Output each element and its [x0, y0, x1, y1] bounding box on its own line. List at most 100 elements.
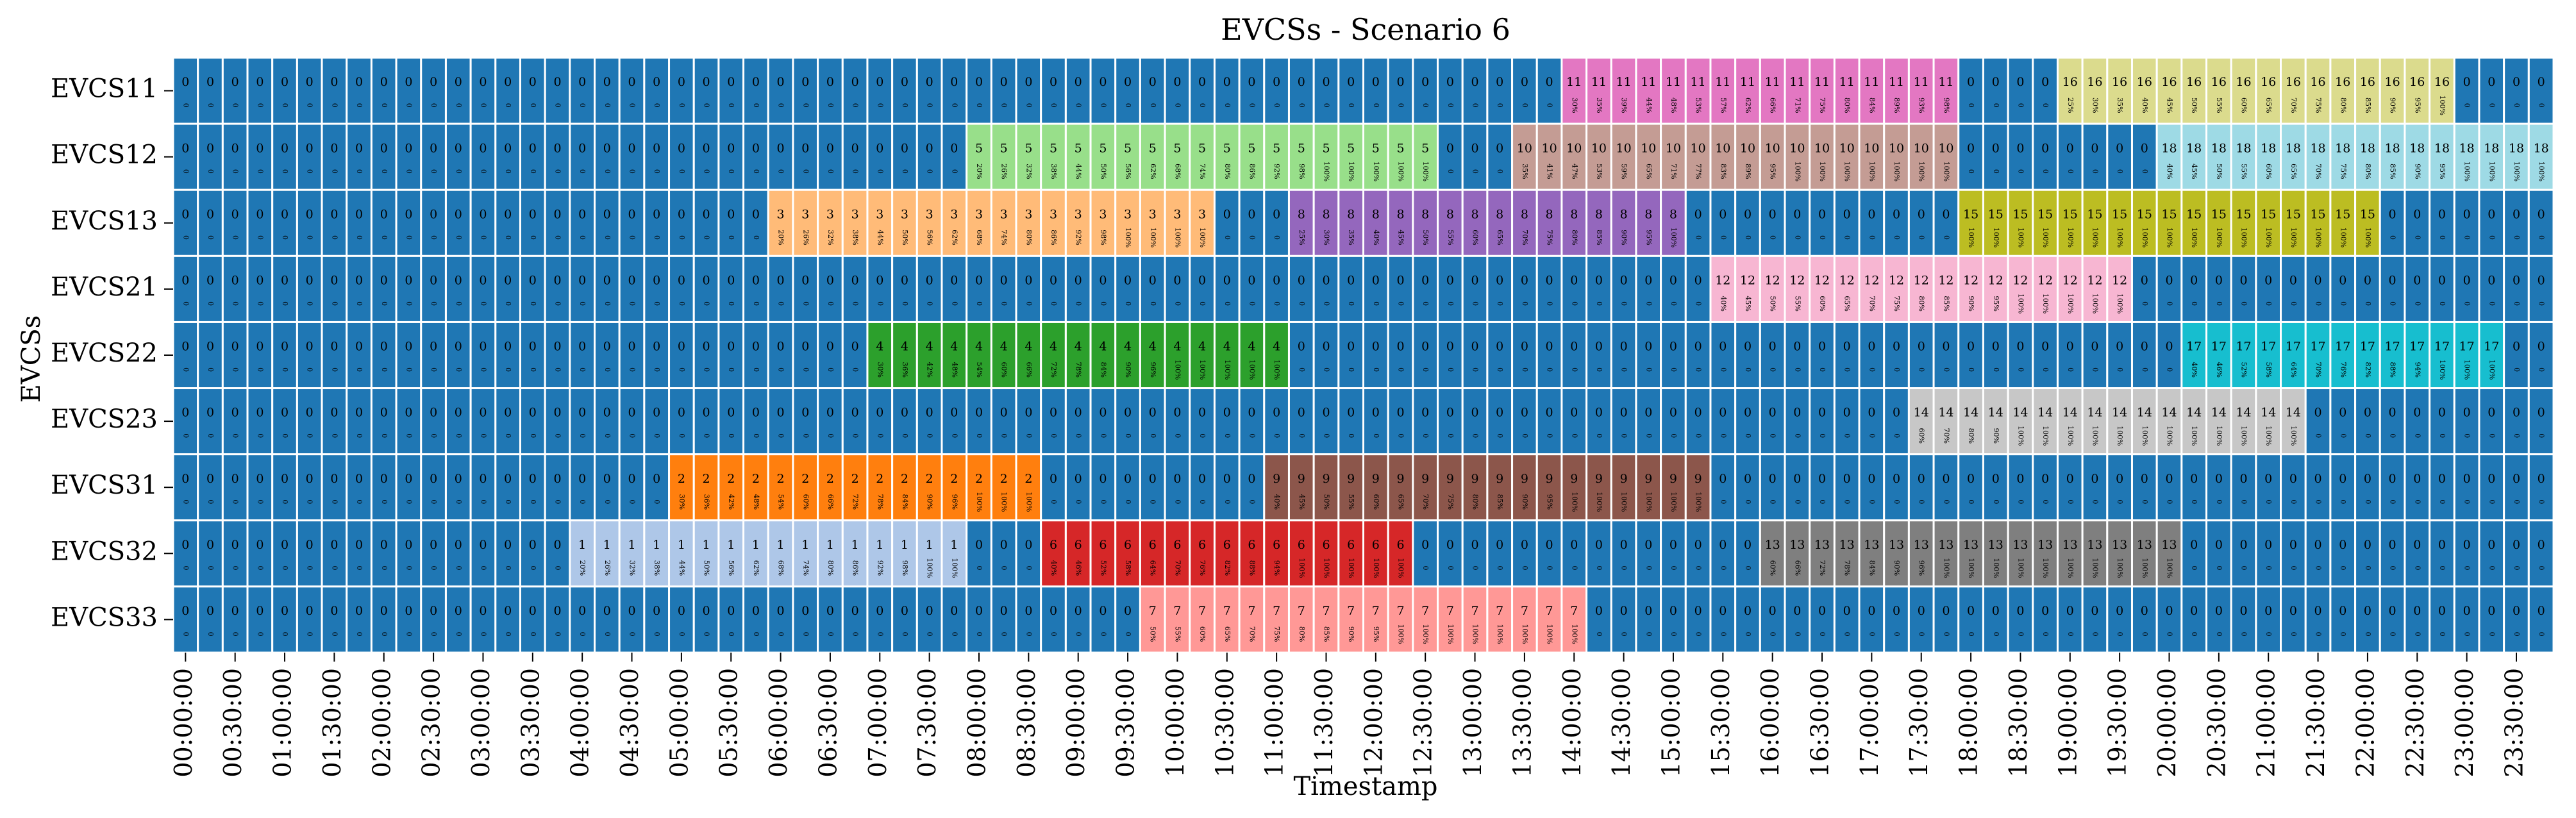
- heatmap-cell: 00: [271, 585, 298, 654]
- cell-soc-label: 0: [950, 103, 958, 108]
- cell-fill: [1610, 519, 1637, 588]
- heatmap-cell: 00: [792, 122, 819, 191]
- cell-ev-label: 0: [479, 340, 487, 354]
- cell-soc-label: 0: [2116, 499, 2124, 504]
- cell-soc-label: 0: [2166, 632, 2174, 637]
- heatmap-cell: 00: [1263, 387, 1290, 456]
- cell-ev-label: 0: [1744, 538, 1752, 552]
- heatmap-cell: 00: [494, 56, 521, 125]
- cell-soc-label: 0: [2438, 566, 2446, 571]
- cell-soc-label: 100%: [2091, 558, 2099, 578]
- heatmap-cell: 00: [1238, 188, 1266, 257]
- cell-soc-label: 0: [1000, 632, 1008, 637]
- cell-ev-label: 0: [1050, 75, 1057, 89]
- cell-soc-label: 0: [181, 301, 190, 306]
- cell-soc-label: 0: [2413, 632, 2421, 637]
- cell-soc-label: 100%: [2016, 558, 2025, 578]
- cell-ev-label: 0: [1050, 472, 1057, 486]
- cell-soc-label: 0: [1471, 103, 1480, 108]
- cell-soc-label: 0: [1471, 433, 1480, 438]
- cell-ev-label: 0: [1099, 274, 1107, 288]
- cell-fill: [1660, 56, 1687, 125]
- cell-soc-label: 0: [281, 301, 289, 306]
- heatmap-cell: 00: [2180, 255, 2208, 323]
- cell-ev-label: 0: [1322, 75, 1330, 89]
- cell-fill: [2205, 56, 2232, 125]
- cell-ev-label: 0: [380, 141, 388, 155]
- cell-fill: [1709, 255, 1737, 323]
- heatmap-cell: 00: [668, 56, 695, 125]
- cell-fill: [866, 453, 894, 522]
- cell-soc-label: 0: [2166, 367, 2174, 372]
- cell-fill: [643, 188, 671, 257]
- cell-ev-label: 0: [2165, 340, 2173, 354]
- cell-soc-label: 0: [1793, 433, 1802, 438]
- cell-soc-label: 0: [355, 367, 364, 372]
- cell-soc-label: 64%: [1149, 560, 1157, 576]
- heatmap-cell: 00: [420, 255, 447, 323]
- cell-ev-label: 0: [504, 406, 512, 420]
- heatmap-cell: 00: [2180, 453, 2208, 522]
- cell-fill: [346, 255, 372, 323]
- cell-fill: [1437, 321, 1464, 390]
- heatmap-cell: 00: [1957, 321, 1984, 390]
- cell-soc-label: 90%: [1521, 494, 1529, 510]
- heatmap-cell: 00: [2527, 321, 2555, 390]
- cell-soc-label: 0: [231, 301, 240, 306]
- heatmap-cell: 00: [891, 56, 918, 125]
- cell-ev-label: 6: [1173, 538, 1181, 552]
- heatmap-cell: 00: [767, 321, 794, 390]
- cell-ev-label: 0: [2041, 604, 2049, 618]
- x-tick-label: 21:30:00: [2302, 668, 2330, 778]
- cell-soc-label: 0: [1843, 499, 1852, 504]
- heatmap-cell: 00: [941, 585, 968, 654]
- cell-ev-label: 6: [1372, 538, 1380, 552]
- cell-ev-label: 0: [703, 340, 710, 354]
- heatmap-cell: 00: [1709, 188, 1737, 257]
- heatmap-cell: 00: [742, 188, 769, 257]
- cell-ev-label: 8: [1546, 207, 1553, 221]
- cell-ev-label: 0: [578, 406, 586, 420]
- cell-ev-label: 0: [826, 274, 834, 288]
- cell-soc-label: 0: [2190, 566, 2198, 571]
- cell-fill: [866, 122, 894, 191]
- heatmap-cell: 156%: [717, 519, 745, 588]
- cell-ev-label: 0: [2389, 274, 2396, 288]
- heatmap-cell: 00: [1734, 585, 1761, 654]
- cell-ev-label: 0: [206, 207, 214, 221]
- heatmap-cell: 00: [668, 255, 695, 323]
- cell-soc-label: 0: [1719, 566, 1727, 571]
- cell-soc-label: 0: [975, 566, 983, 571]
- cell-soc-label: 100%: [1694, 492, 1703, 512]
- cell-ev-label: 0: [1521, 406, 1528, 420]
- cell-soc-label: 0: [1918, 499, 1926, 504]
- cell-fill: [2429, 387, 2455, 456]
- cell-ev-label: 18: [2236, 141, 2251, 155]
- cell-fill: [1957, 387, 1984, 456]
- heatmap-cell: 00: [2130, 255, 2158, 323]
- cell-fill: [1412, 387, 1439, 456]
- heatmap-cell: 00: [1809, 453, 1836, 522]
- cell-soc-label: 0: [2141, 499, 2149, 504]
- heatmap-cell: 362%: [941, 188, 968, 257]
- cell-fill: [2106, 585, 2133, 654]
- cell-fill: [1907, 453, 1935, 522]
- heatmap-cell: 00: [1932, 453, 1960, 522]
- cell-soc-label: 71%: [1793, 97, 1802, 113]
- cell-ev-label: 0: [1719, 340, 1727, 354]
- cell-ev-label: 0: [281, 604, 289, 618]
- cell-fill: [569, 188, 596, 257]
- heatmap-cell: 350%: [891, 188, 918, 257]
- cell-ev-label: 0: [2066, 472, 2074, 486]
- cell-ev-label: 4: [1149, 340, 1157, 354]
- heatmap-cell: 00: [469, 188, 497, 257]
- cell-soc-label: 0: [206, 566, 215, 571]
- cell-fill: [2007, 585, 2034, 654]
- cell-ev-label: 0: [2488, 604, 2495, 618]
- cell-ev-label: 0: [1967, 141, 1975, 155]
- cell-fill: [2230, 453, 2257, 522]
- cell-fill: [1585, 56, 1612, 125]
- cell-ev-label: 0: [1893, 406, 1900, 420]
